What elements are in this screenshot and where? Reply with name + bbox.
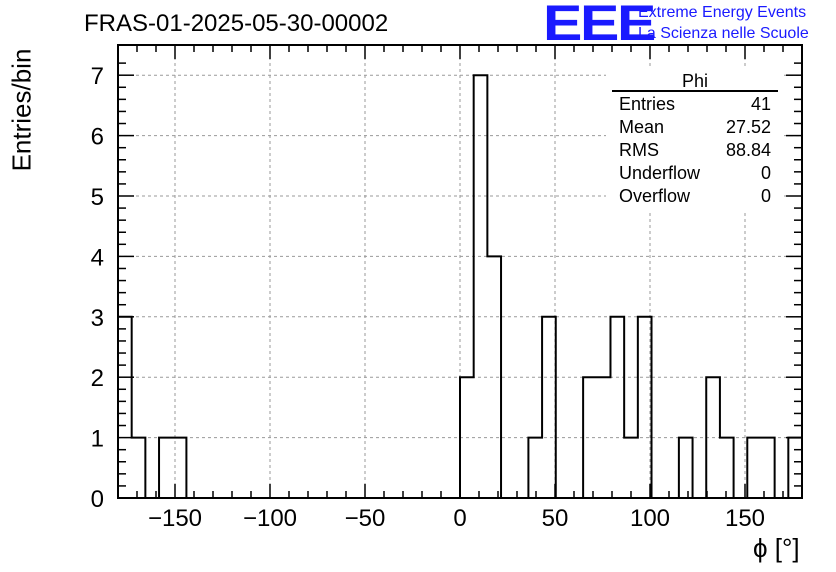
histogram-bin (132, 438, 146, 498)
x-tick-label: 150 (725, 505, 765, 532)
logo-line-2: La Scienza nelle Scuole (638, 25, 809, 42)
tick-labels: −150 −100 −50 0 50 100 150 0 1 2 3 4 5 6 7 (91, 63, 765, 532)
histogram-bin (638, 317, 652, 498)
histogram-bin (474, 75, 488, 498)
histogram-bin (118, 317, 132, 498)
histogram-bin (528, 438, 542, 498)
histogram-bin (761, 438, 775, 498)
grid-lines (118, 45, 802, 498)
histogram-bin (610, 317, 624, 498)
x-tick-label: 0 (453, 505, 466, 532)
x-tick-label: −100 (243, 505, 297, 532)
histogram-bin (788, 438, 802, 498)
plot-title: FRAS-01-2025-05-30-00002 (84, 10, 389, 37)
histogram-bin (159, 438, 173, 498)
stats-value: 0 (760, 186, 771, 206)
y-tick-label: 1 (91, 426, 104, 453)
logo-line-1: Extreme Energy Events (638, 4, 807, 21)
stats-label: Entries (619, 94, 676, 114)
y-tick-label: 7 (91, 63, 104, 90)
stats-label: Overflow (619, 186, 691, 206)
histogram-bin (720, 438, 734, 498)
eee-logo: EEE (543, 0, 656, 51)
histogram-bin (624, 438, 638, 498)
x-tick-label: 100 (630, 505, 670, 532)
axis-ticks (118, 45, 802, 499)
histogram-bin (542, 317, 556, 498)
y-tick-label: 4 (91, 244, 104, 271)
histogram-bin (679, 438, 693, 498)
y-tick-label: 0 (91, 486, 104, 513)
y-tick-label: 6 (91, 124, 104, 151)
x-tick-label: 50 (542, 505, 569, 532)
plot-frame (117, 44, 803, 499)
stats-label: Underflow (619, 163, 701, 183)
stats-label: RMS (619, 140, 659, 160)
stats-divider (612, 90, 778, 92)
stats-value: 41 (750, 94, 771, 114)
histogram-bin (747, 438, 761, 498)
y-axis-label: Entries/bin (6, 48, 37, 172)
stats-title: Phi (681, 71, 708, 91)
y-tick-label: 2 (91, 365, 104, 392)
stats-value: 27.52 (725, 117, 771, 137)
x-tick-label: −50 (345, 505, 386, 532)
y-tick-label: 5 (91, 184, 104, 211)
x-tick-label: −150 (148, 505, 202, 532)
y-tick-label: 3 (91, 305, 104, 332)
stats-label: Mean (619, 117, 665, 137)
stats-value: 88.84 (725, 140, 771, 160)
x-axis-label: ϕ [°] (753, 533, 800, 563)
stats-value: 0 (760, 163, 771, 183)
